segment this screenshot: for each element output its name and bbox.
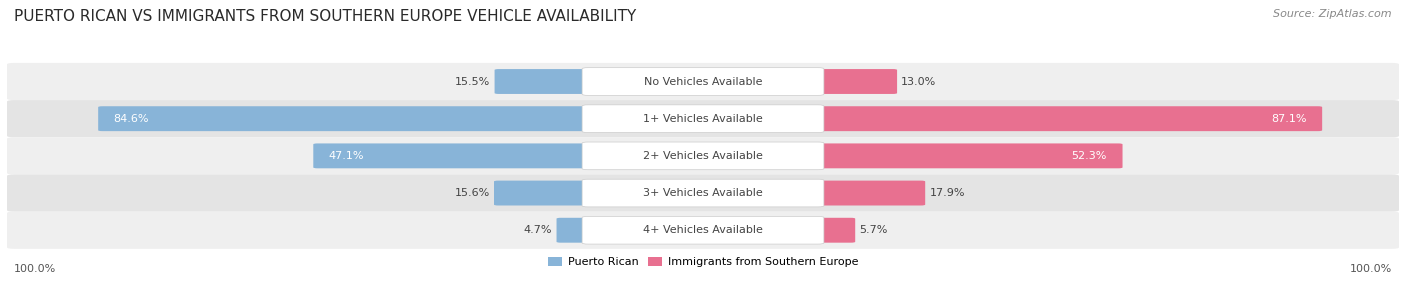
FancyBboxPatch shape [814,181,925,205]
Text: No Vehicles Available: No Vehicles Available [644,77,762,86]
FancyBboxPatch shape [814,106,1322,131]
Text: 87.1%: 87.1% [1271,114,1306,124]
FancyBboxPatch shape [7,212,1399,249]
FancyBboxPatch shape [495,69,592,94]
Text: 13.0%: 13.0% [901,77,936,86]
Text: 15.6%: 15.6% [454,188,489,198]
Text: 4+ Vehicles Available: 4+ Vehicles Available [643,225,763,235]
FancyBboxPatch shape [582,142,824,170]
Text: 4.7%: 4.7% [524,225,553,235]
FancyBboxPatch shape [814,218,855,243]
Text: 47.1%: 47.1% [329,151,364,161]
FancyBboxPatch shape [557,218,592,243]
Text: 15.5%: 15.5% [456,77,491,86]
Text: Source: ZipAtlas.com: Source: ZipAtlas.com [1274,9,1392,19]
Text: 100.0%: 100.0% [1350,264,1392,274]
FancyBboxPatch shape [7,137,1399,174]
Text: 100.0%: 100.0% [14,264,56,274]
FancyBboxPatch shape [582,105,824,132]
FancyBboxPatch shape [814,143,1122,168]
FancyBboxPatch shape [314,143,592,168]
FancyBboxPatch shape [7,100,1399,137]
FancyBboxPatch shape [582,68,824,95]
Text: 52.3%: 52.3% [1071,151,1107,161]
FancyBboxPatch shape [98,106,592,131]
Text: 3+ Vehicles Available: 3+ Vehicles Available [643,188,763,198]
Text: 2+ Vehicles Available: 2+ Vehicles Available [643,151,763,161]
Text: PUERTO RICAN VS IMMIGRANTS FROM SOUTHERN EUROPE VEHICLE AVAILABILITY: PUERTO RICAN VS IMMIGRANTS FROM SOUTHERN… [14,9,637,23]
FancyBboxPatch shape [7,174,1399,212]
Text: 17.9%: 17.9% [929,188,965,198]
FancyBboxPatch shape [814,69,897,94]
Text: 5.7%: 5.7% [859,225,887,235]
FancyBboxPatch shape [582,217,824,244]
FancyBboxPatch shape [7,63,1399,100]
Legend: Puerto Rican, Immigrants from Southern Europe: Puerto Rican, Immigrants from Southern E… [544,253,862,272]
FancyBboxPatch shape [582,179,824,207]
Text: 84.6%: 84.6% [114,114,149,124]
Text: 1+ Vehicles Available: 1+ Vehicles Available [643,114,763,124]
FancyBboxPatch shape [494,181,592,205]
